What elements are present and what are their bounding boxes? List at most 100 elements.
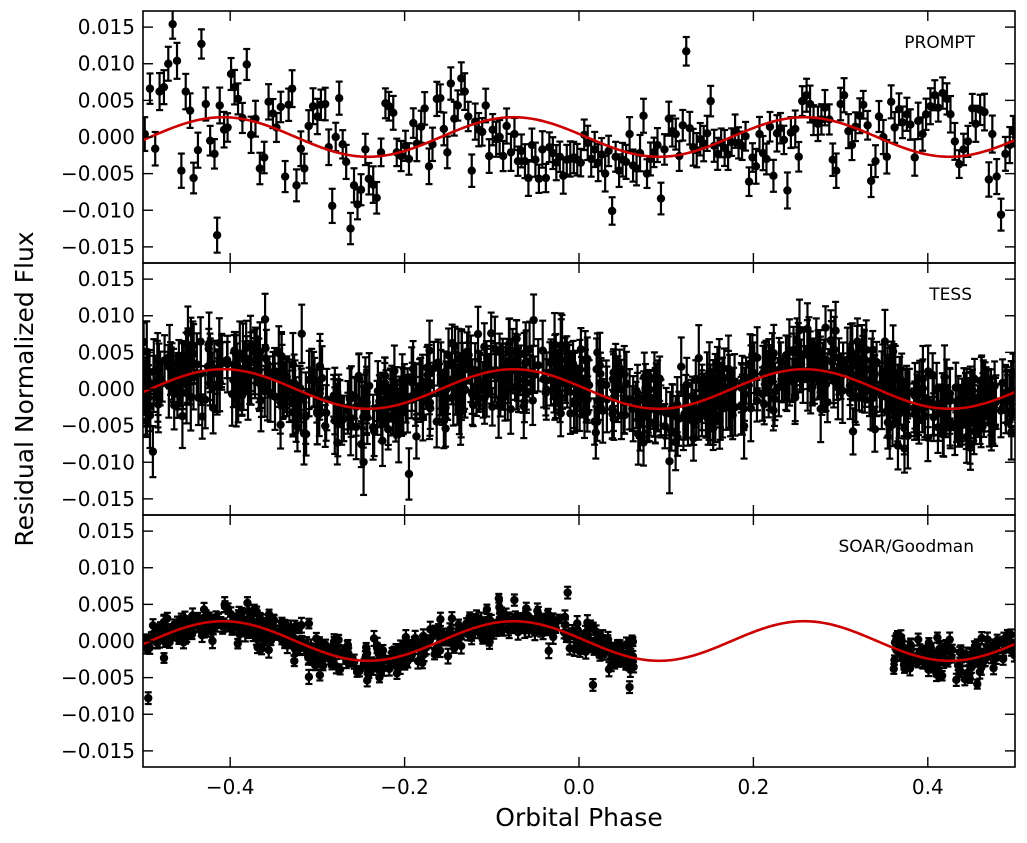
data-point <box>893 404 902 413</box>
data-point <box>724 373 733 383</box>
data-point <box>407 392 416 401</box>
data-point <box>321 421 330 431</box>
data-point <box>844 126 853 136</box>
data-point <box>739 404 749 413</box>
data-point <box>153 392 163 401</box>
data-point <box>524 173 533 183</box>
data-point <box>760 400 769 409</box>
plot-area <box>143 292 1015 501</box>
y-tick-label: 0.005 <box>78 340 135 364</box>
data-point <box>984 175 994 184</box>
data-point <box>848 361 857 371</box>
data-point <box>304 121 313 131</box>
data-point <box>962 432 971 442</box>
data-point <box>583 138 592 148</box>
data-point <box>877 391 887 401</box>
data-point <box>820 103 830 112</box>
data-point <box>853 337 862 346</box>
data-point <box>398 380 407 389</box>
data-point <box>631 396 641 405</box>
data-point <box>198 412 207 421</box>
y-tick-label: −0.005 <box>61 414 135 438</box>
data-point <box>621 157 631 167</box>
data-point <box>522 370 531 379</box>
data-point <box>528 396 537 405</box>
data-point <box>513 156 523 166</box>
y-tick-label: 0.015 <box>78 267 135 291</box>
data-point <box>550 340 559 349</box>
data-point <box>453 101 462 110</box>
data-point <box>270 392 280 401</box>
data-point <box>728 410 737 420</box>
data-point <box>645 385 654 394</box>
data-point <box>194 393 203 402</box>
data-point <box>794 347 803 357</box>
data-point <box>577 374 586 383</box>
data-point <box>361 145 370 154</box>
data-point <box>792 335 802 345</box>
data-point <box>673 433 682 442</box>
data-point <box>181 87 190 96</box>
data-point <box>715 368 724 377</box>
data-point <box>625 129 634 139</box>
data-point <box>246 130 256 140</box>
data-point <box>821 323 830 332</box>
data-point <box>263 387 272 396</box>
data-point <box>1007 409 1015 419</box>
y-tick-label: −0.005 <box>61 162 135 186</box>
data-point <box>534 361 543 370</box>
data-point <box>741 132 750 141</box>
data-point <box>542 376 551 385</box>
data-point <box>439 416 449 426</box>
data-point <box>495 132 504 142</box>
data-point <box>893 441 903 450</box>
data-point <box>204 339 214 348</box>
data-point <box>424 162 434 171</box>
data-point <box>309 375 318 384</box>
data-point <box>590 145 599 154</box>
data-point <box>501 358 510 368</box>
data-point <box>315 410 324 419</box>
data-point <box>292 181 301 190</box>
data-point <box>795 326 804 335</box>
panel-tess: −0.015 −0.010 −0.005 0.000 0.005 0.010 0.015 TE… <box>61 262 1016 516</box>
data-point <box>277 359 286 368</box>
data-point <box>201 99 210 109</box>
data-point <box>404 154 414 164</box>
data-point <box>660 145 669 154</box>
data-point <box>1001 398 1011 407</box>
data-point <box>903 431 913 440</box>
data-point <box>512 334 521 343</box>
data-point <box>874 112 884 121</box>
data-point <box>514 375 523 385</box>
data-point <box>422 363 432 372</box>
data-point <box>751 162 761 171</box>
data-point <box>826 336 836 345</box>
data-point <box>877 379 886 388</box>
data-point <box>857 344 867 353</box>
data-point <box>717 377 727 386</box>
data-point <box>848 427 858 436</box>
data-point <box>277 384 287 393</box>
data-point <box>769 171 778 181</box>
data-point <box>241 343 251 353</box>
data-point <box>730 403 740 412</box>
data-point <box>597 150 606 159</box>
data-point <box>457 74 466 83</box>
data-point <box>517 146 526 156</box>
data-point <box>798 373 808 382</box>
data-point <box>987 392 997 402</box>
data-point <box>290 389 300 398</box>
data-point <box>897 378 906 388</box>
data-point <box>964 406 973 416</box>
data-point <box>848 349 857 358</box>
data-point <box>350 393 359 403</box>
data-point <box>380 378 390 388</box>
data-point <box>671 129 680 139</box>
data-point <box>520 156 530 166</box>
data-point <box>880 337 890 346</box>
data-point <box>918 374 928 384</box>
data-point <box>706 96 715 106</box>
data-point <box>718 402 727 412</box>
